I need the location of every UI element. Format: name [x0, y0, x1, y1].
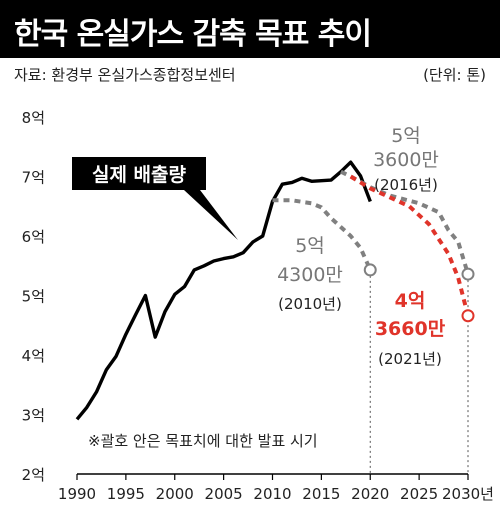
footnote: ※괄호 안은 목표치에 대한 발표 시기 [88, 432, 318, 450]
y-tick-label: 4억 [22, 347, 45, 365]
series-target-2016 [340, 169, 470, 275]
target-2016-year: (2016년) [374, 176, 438, 194]
series-layer [75, 160, 475, 421]
target-2021-year: (2021년) [378, 350, 442, 368]
axes: 2억 3억 4억 5억 6억 7억 8억 1990 1995 2000 2005 2010 2015 20… [22, 109, 494, 503]
x-tick-label: 2010 [253, 485, 291, 503]
target-2021-value2: 3660만 [375, 318, 446, 340]
y-tick-label: 6억 [22, 228, 45, 246]
target-2016-value1: 5억 [391, 125, 421, 147]
x-tick-label: 1995 [107, 485, 145, 503]
x-tick-label: 2000 [156, 485, 194, 503]
y-tick-label: 2억 [22, 466, 45, 484]
y-tick-label: 7억 [22, 169, 45, 187]
x-tick-label: 1990 [58, 485, 96, 503]
callout-label: 실제 배출량 [92, 164, 187, 186]
target-2016-marker [461, 267, 475, 281]
x-tick-label: 2030년 [442, 485, 494, 503]
title-bar: 한국 온실가스 감축 목표 추이 [0, 0, 500, 58]
callout-box [72, 157, 206, 190]
target-2010-value2: 4300만 [277, 264, 343, 286]
x-tick-label: 2025 [400, 485, 438, 503]
target-2010-year: (2010년) [278, 295, 342, 313]
target-2021-value1: 4억 [395, 290, 426, 312]
x-tick-label: 2005 [205, 485, 243, 503]
target-2010-marker [363, 263, 377, 277]
source-text: 자료: 환경부 온실가스종합정보센터 [14, 66, 236, 84]
y-tick-label: 3억 [22, 407, 45, 425]
callout-pointer [184, 190, 238, 240]
y-tick-label: 8억 [22, 109, 45, 127]
series-actual [75, 160, 372, 421]
y-tick-label: 5억 [22, 288, 45, 306]
target-2016-value2: 3600만 [373, 149, 439, 171]
x-tick-label: 2015 [302, 485, 340, 503]
series-target-2010 [272, 198, 373, 271]
unit-text: (단위: 톤) [423, 66, 486, 84]
series-target-2021 [349, 174, 470, 317]
x-tick-label: 2020 [351, 485, 389, 503]
target-2021-marker [461, 309, 475, 323]
target-2010-value1: 5억 [295, 235, 325, 257]
page-title: 한국 온실가스 감축 목표 추이 [14, 17, 372, 52]
